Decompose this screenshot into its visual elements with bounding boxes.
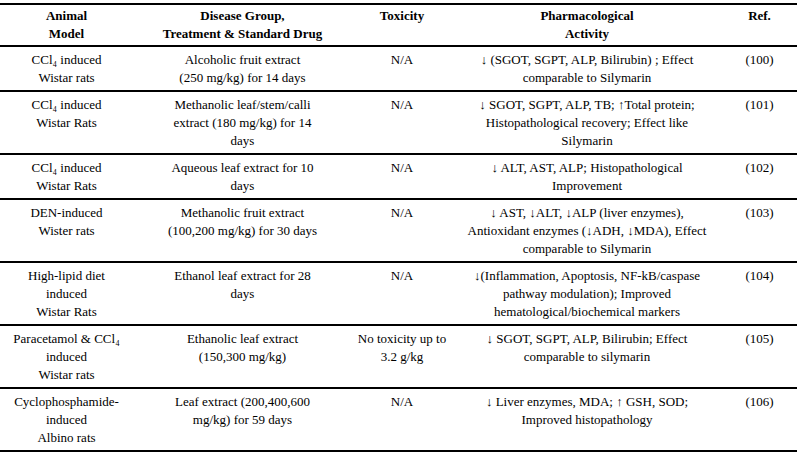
cell-activity: ↓ SGOT, SGPT, ALP, Bilirubin; Effect com… [452, 326, 722, 369]
column-header-activity: Pharmacological Activity [452, 5, 722, 45]
cell-activity: ↓ (SGOT, SGPT, ALP, Bilirubin) ; Effect … [452, 47, 722, 90]
cell-animal-model: High-lipid diet induced Wistar Rats [0, 263, 133, 324]
cell-toxicity: N/A [352, 263, 452, 288]
table-header-row: Animal Model Disease Group, Treatment & … [0, 5, 797, 47]
cell-toxicity: No toxicity up to 3.2 g/kg [352, 326, 452, 369]
table-row: Cyclophosphamide- induced Albino rats Le… [0, 389, 797, 450]
cell-toxicity: N/A [352, 155, 452, 180]
table-row: Paracetamol & CCl₄ induced Wistar rats E… [0, 326, 797, 389]
cell-treatment: Leaf extract (200,400,600 mg/kg) for 59 … [133, 389, 352, 432]
cell-treatment: Aqueous leaf extract for 10 days [133, 155, 352, 198]
cell-treatment: Alcoholic fruit extract (250 mg/kg) for … [133, 47, 352, 90]
table-row: CCl₄ induced Wistar Rats Aqueous leaf ex… [0, 155, 797, 200]
cell-ref: (103) [722, 200, 797, 225]
cell-ref: (106) [722, 389, 797, 414]
table-row: CCl₄ induced Wistar Rats Methanolic leaf… [0, 92, 797, 155]
hepatoprotective-review-table: Animal Model Disease Group, Treatment & … [0, 3, 797, 452]
cell-activity: ↓ Liver enzymes, MDA; ↑ GSH, SOD; Improv… [452, 389, 722, 432]
cell-treatment: Methanolic leaf/stem/calli extract (180 … [133, 92, 352, 153]
cell-ref: (101) [722, 92, 797, 117]
cell-treatment: Ethanolic leaf extract (150,300 mg/kg) [133, 326, 352, 369]
cell-activity: ↓(Inflammation, Apoptosis, NF-kB/caspase… [452, 263, 722, 324]
table-row: DEN-induced Wister rats Methanolic fruit… [0, 200, 797, 263]
column-header-animal-model: Animal Model [0, 5, 133, 45]
column-header-toxicity: Toxicity [352, 5, 452, 27]
cell-activity: ↓ SGOT, SGPT, ALP, TB; ↑Total protein; H… [452, 92, 722, 153]
cell-activity: ↓ ALT, AST, ALP; Histopathological Impro… [452, 155, 722, 198]
cell-activity: ↓ AST, ↓ALT, ↓ALP (liver enzymes), Antio… [452, 200, 722, 261]
cell-animal-model: CCl₄ induced Wistar rats [0, 47, 133, 90]
column-header-ref: Ref. [722, 5, 797, 27]
cell-toxicity: N/A [352, 47, 452, 72]
cell-ref: (100) [722, 47, 797, 72]
cell-toxicity: N/A [352, 92, 452, 117]
table-row: CCl₄ induced Wistar rats Alcoholic fruit… [0, 47, 797, 92]
cell-ref: (102) [722, 155, 797, 180]
cell-treatment: Methanolic fruit extract (100,200 mg/kg)… [133, 200, 352, 243]
cell-animal-model: DEN-induced Wister rats [0, 200, 133, 243]
table-row: High-lipid diet induced Wistar Rats Etha… [0, 263, 797, 326]
column-header-treatment: Disease Group, Treatment & Standard Drug [133, 5, 352, 45]
cell-ref: (104) [722, 263, 797, 288]
cell-animal-model: Cyclophosphamide- induced Albino rats [0, 389, 133, 450]
cell-ref: (105) [722, 326, 797, 351]
cell-animal-model: Paracetamol & CCl₄ induced Wistar rats [0, 326, 133, 387]
cell-toxicity: N/A [352, 389, 452, 414]
cell-animal-model: CCl₄ induced Wistar Rats [0, 92, 133, 135]
cell-animal-model: CCl₄ induced Wistar Rats [0, 155, 133, 198]
cell-toxicity: N/A [352, 200, 452, 225]
cell-treatment: Ethanol leaf extract for 28 days [133, 263, 352, 306]
